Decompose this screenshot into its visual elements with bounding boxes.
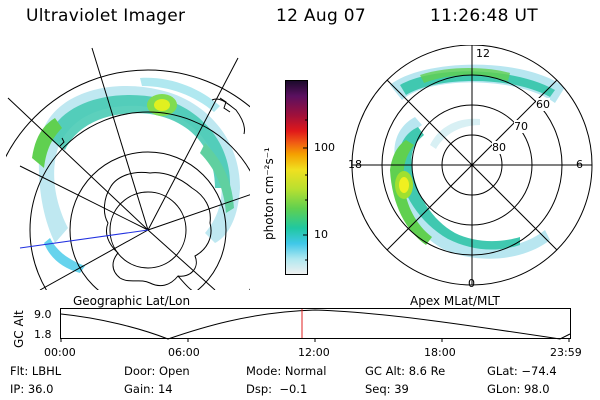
time-tick-0600: 06:00 [168, 346, 200, 359]
door-info: Door: Open [124, 364, 190, 378]
altitude-curve [60, 309, 571, 340]
longitude-grid [7, 47, 250, 290]
colorbar-unit-label: photon cm⁻²s⁻¹ [262, 147, 276, 240]
mlat-label-80: 80 [492, 141, 506, 154]
ip-info: IP: 36.0 [10, 382, 54, 396]
seq-info: Seq: 39 [365, 382, 409, 396]
mlat-label-70: 70 [514, 120, 528, 133]
colorbar [285, 80, 308, 275]
alt-axis-label: GC Alt [12, 310, 26, 348]
glon-info: GLon: 98.0 [487, 382, 550, 396]
mlt-label-18: 18 [348, 158, 362, 171]
time-tick-2359: 23:59 [550, 346, 582, 359]
altitude-plot [60, 308, 571, 342]
alt-tick-9: 9.0 [34, 308, 52, 321]
filter-info: Flt: LBHL [10, 364, 62, 378]
dsp-info: Dsp: −0.1 [246, 382, 308, 396]
colorbar-tick-100: 100 [314, 141, 335, 154]
right-panel-caption: Apex MLat/MLT [410, 294, 500, 308]
meridian-line [19, 229, 149, 249]
gc-alt-info: GC Alt: 8.6 Re [365, 364, 446, 378]
aurora-oval-right [390, 64, 565, 259]
mlat-label-60: 60 [536, 98, 550, 111]
time-label: 11:26:48 UT [430, 6, 538, 26]
geographic-map [6, 47, 250, 290]
aurora-hotspot-right [399, 177, 409, 193]
alt-tick-1-8: 1.8 [34, 328, 52, 341]
glat-info: GLat: −74.4 [487, 364, 557, 378]
coastline [59, 97, 245, 290]
mlt-label-0: 0 [468, 277, 475, 290]
mode-info: Mode: Normal [246, 364, 327, 378]
gain-info: Gain: 14 [124, 382, 173, 396]
mlt-label-6: 6 [576, 158, 583, 171]
time-tick-1200: 12:00 [298, 346, 330, 359]
mlt-label-12: 12 [476, 47, 490, 60]
mlat-grid [351, 45, 593, 286]
date-label: 12 Aug 07 [276, 6, 366, 26]
magnetic-map [351, 45, 593, 286]
left-panel-caption: Geographic Lat/Lon [73, 294, 191, 308]
instrument-title: Ultraviolet Imager [26, 6, 186, 26]
aurora-oval-left [32, 77, 241, 273]
time-tick-0000: 00:00 [44, 346, 76, 359]
colorbar-tick-10: 10 [314, 228, 328, 241]
latitude-grid [6, 69, 250, 290]
altitude-plot-frame [60, 308, 571, 339]
time-tick-1800: 18:00 [424, 346, 456, 359]
